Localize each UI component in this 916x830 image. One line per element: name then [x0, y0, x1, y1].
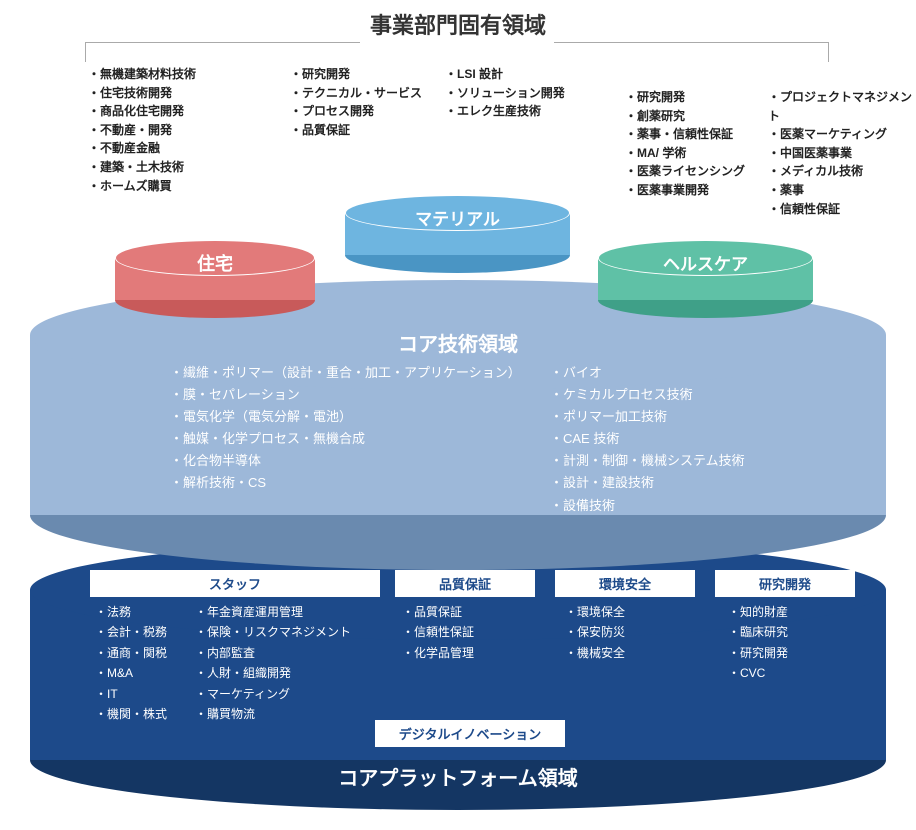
core-tech-title: コア技術領域	[0, 328, 916, 357]
bracket-left	[85, 42, 360, 62]
housing-label: 住宅	[115, 250, 315, 276]
core-tech-left: ・繊維・ポリマー（設計・重合・加工・アプリケーション）・膜・セパレーション・電気…	[170, 362, 521, 495]
core-tech-right: ・バイオ・ケミカルプロセス技術・ポリマー加工技術・CAE 技術・計測・制御・機械…	[550, 362, 745, 517]
bracket-right	[554, 42, 829, 62]
housing-items: ・無機建築材料技術・住宅技術開発・商品化住宅開発・不動産・開発・不動産金融・建築…	[88, 65, 196, 195]
healthcare-items-right: ・プロジェクトマネジメント・医薬マーケティング・中国医薬事業・メディカル技術・薬…	[768, 88, 916, 218]
chip-quality: 品質保証	[395, 570, 535, 597]
top-title: 事業部門固有領域	[0, 8, 916, 40]
material-items-left: ・研究開発・テクニカル・サービス・プロセス開発・品質保証	[290, 65, 422, 139]
diagram-root: 事業部門固有領域 マテリアル 住宅 ヘルスケア ・無機建築材料技術・住宅技術開発…	[0, 0, 916, 830]
rd-items: ・知的財産・臨床研究・研究開発・CVC	[728, 602, 788, 684]
material-items-right: ・LSI 設計・ソリューション開発・エレク生産技術	[445, 65, 565, 121]
healthcare-label: ヘルスケア	[598, 250, 813, 275]
material-label: マテリアル	[345, 205, 570, 230]
housing-cylinder: 住宅	[115, 240, 315, 318]
env-items: ・環境保全・保安防災・機械安全	[565, 602, 625, 663]
chip-env: 環境安全	[555, 570, 695, 597]
chip-staff: スタッフ	[90, 570, 380, 597]
quality-items: ・品質保証・信頼性保証・化学品管理	[402, 602, 474, 663]
healthcare-cylinder: ヘルスケア	[598, 240, 813, 318]
platform-title: コアプラットフォーム領域	[0, 762, 916, 791]
healthcare-items-left: ・研究開発・創薬研究・薬事・信頼性保証・MA/ 学術・医薬ライセンシング・医薬事…	[625, 88, 745, 200]
staff-left: ・法務・会計・税務・通商・関税・M&A・IT・機関・株式	[95, 602, 167, 724]
chip-rd: 研究開発	[715, 570, 855, 597]
chip-digital: デジタルイノベーション	[375, 720, 565, 747]
material-cylinder: マテリアル	[345, 195, 570, 273]
staff-right: ・年金資産運用管理・保険・リスクマネジメント・内部監査・人財・組織開発・マーケテ…	[195, 602, 351, 724]
